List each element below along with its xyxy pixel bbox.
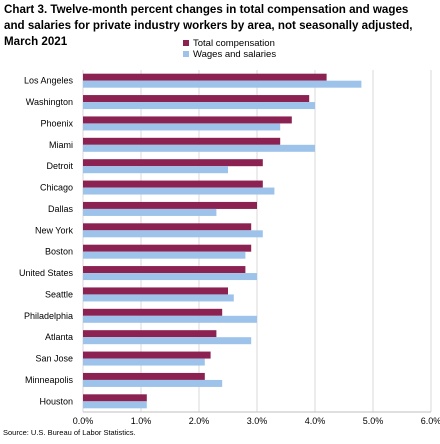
bar-total-compensation	[83, 95, 310, 103]
category-label: Seattle	[45, 289, 73, 299]
bar-total-compensation	[83, 180, 263, 188]
source-note: Source: U.S. Bureau of Labor Statistics.	[3, 428, 136, 437]
bar-wages-salaries	[83, 123, 281, 131]
bar-wages-salaries	[83, 294, 234, 302]
x-tick-label: 4.0%	[305, 416, 326, 426]
x-tick-label: 2.0%	[189, 416, 210, 426]
bar-total-compensation	[83, 308, 223, 316]
bar-total-compensation	[83, 159, 263, 167]
bar-wages-salaries	[83, 144, 315, 152]
bars	[83, 73, 362, 409]
category-label: Boston	[45, 247, 73, 257]
x-tick-label: 0.0%	[73, 416, 94, 426]
bar-wages-salaries	[83, 187, 275, 195]
legend-swatch-0	[183, 40, 189, 46]
bar-total-compensation	[83, 73, 327, 81]
bar-total-compensation	[83, 201, 257, 209]
legend-label-0: Total compensation	[193, 38, 275, 49]
bar-total-compensation	[83, 351, 211, 359]
bar-total-compensation	[83, 244, 252, 252]
bar-total-compensation	[83, 394, 147, 402]
bar-wages-salaries	[83, 401, 147, 409]
x-tick-label: 6.0%	[421, 416, 440, 426]
bar-total-compensation	[83, 223, 252, 231]
category-label: New York	[35, 225, 74, 235]
bar-wages-salaries	[83, 379, 223, 387]
category-label: Phoenix	[40, 118, 73, 128]
category-label: Minneapolis	[25, 375, 74, 385]
bar-total-compensation	[83, 330, 217, 338]
category-label: Detroit	[46, 161, 73, 171]
chart-title: Chart 3. Twelve-month percent changes in…	[4, 2, 436, 50]
x-tick-label: 3.0%	[247, 416, 268, 426]
x-tick-labels: 0.0% 1.0% 2.0% 3.0% 4.0% 5.0% 6.0%	[73, 416, 440, 426]
category-label: Atlanta	[45, 332, 73, 342]
category-label: Houston	[39, 396, 73, 406]
category-label: San Jose	[35, 354, 73, 364]
bar-total-compensation	[83, 372, 205, 380]
bar-wages-salaries	[83, 358, 205, 366]
bar-total-compensation	[83, 137, 281, 145]
legend-swatch-1	[183, 51, 189, 57]
bar-wages-salaries	[83, 315, 257, 323]
category-label: United States	[19, 268, 74, 278]
legend-label-1: Wages and salaries	[193, 49, 276, 60]
x-tick-label: 5.0%	[363, 416, 384, 426]
bar-wages-salaries	[83, 208, 217, 216]
chart-title-line-3: March 2021	[4, 35, 68, 48]
bar-wages-salaries	[83, 337, 252, 345]
chart-title-line-2: and salaries for private industry worker…	[4, 19, 413, 32]
category-labels: Los Angeles Washington Phoenix Miami Detroit…	[19, 76, 74, 407]
category-label: Dallas	[48, 204, 74, 214]
category-label: Washington	[26, 97, 73, 107]
category-label: Miami	[49, 140, 73, 150]
bar-wages-salaries	[83, 166, 228, 174]
bar-wages-salaries	[83, 80, 362, 88]
bar-total-compensation	[83, 116, 292, 124]
bar-total-compensation	[83, 266, 246, 274]
bar-wages-salaries	[83, 102, 315, 110]
category-label: Los Angeles	[24, 76, 74, 86]
category-label: Philadelphia	[24, 311, 73, 321]
category-label: Chicago	[40, 183, 73, 193]
x-tick-label: 1.0%	[131, 416, 152, 426]
bar-wages-salaries	[83, 230, 263, 238]
bar-wages-salaries	[83, 251, 246, 259]
bar-wages-salaries	[83, 273, 257, 281]
bar-total-compensation	[83, 287, 228, 295]
chart-title-line-1: Chart 3. Twelve-month percent changes in…	[4, 3, 409, 16]
